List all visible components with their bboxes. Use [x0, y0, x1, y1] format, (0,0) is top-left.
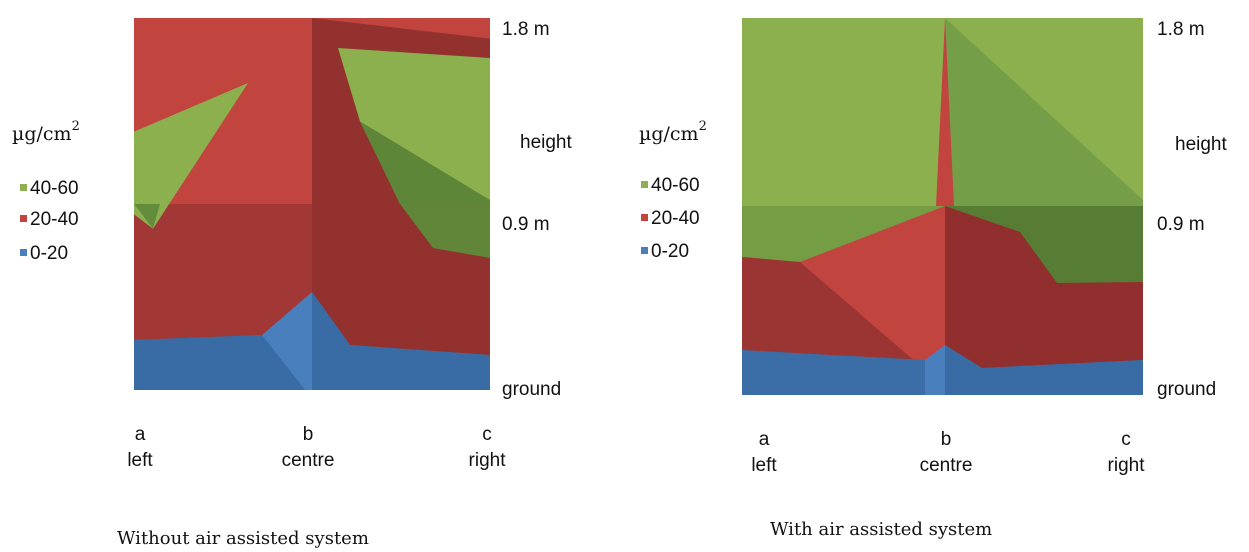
y-label-height: height [1175, 135, 1227, 154]
legend-swatch-0-20 [20, 249, 27, 256]
x-label-left: a left [724, 427, 804, 478]
legend-swatch-40-60 [20, 184, 27, 191]
y-label-mid: 0.9 m [502, 215, 550, 234]
legend-swatch-20-40 [641, 214, 648, 221]
legend-item-40-60: 40-60 [641, 176, 700, 195]
legend-swatch-0-20 [641, 247, 648, 254]
x-label-right: c right [1086, 427, 1166, 478]
legend-item-0-20: 0-20 [641, 242, 689, 261]
chart-without-air: µg/cm2 40-60 20-40 0-20 1.8 m height 0.9… [0, 0, 625, 552]
legend-swatch-40-60 [641, 181, 648, 188]
legend-item-0-20: 0-20 [20, 244, 68, 263]
legend-swatch-20-40 [20, 215, 27, 222]
chart-title: Without air assisted system [117, 528, 369, 549]
y-label-top: 1.8 m [502, 20, 550, 39]
unit-label: µg/cm2 [639, 120, 707, 144]
unit-label: µg/cm2 [12, 120, 80, 144]
legend-item-20-40: 20-40 [641, 209, 700, 228]
chart-title: With air assisted system [770, 519, 992, 540]
y-label-ground: ground [502, 380, 561, 399]
x-label-centre: b centre [268, 422, 348, 473]
y-label-top: 1.8 m [1157, 20, 1205, 39]
x-label-right: c right [447, 422, 527, 473]
legend-item-20-40: 20-40 [20, 210, 79, 229]
chart-with-air: µg/cm2 40-60 20-40 0-20 1.8 m height 0.9… [625, 0, 1249, 552]
y-label-mid: 0.9 m [1157, 215, 1205, 234]
y-label-ground: ground [1157, 380, 1216, 399]
legend-item-40-60: 40-60 [20, 179, 79, 198]
y-label-height: height [520, 133, 572, 152]
x-label-centre: b centre [906, 427, 986, 478]
x-label-left: a left [100, 422, 180, 473]
